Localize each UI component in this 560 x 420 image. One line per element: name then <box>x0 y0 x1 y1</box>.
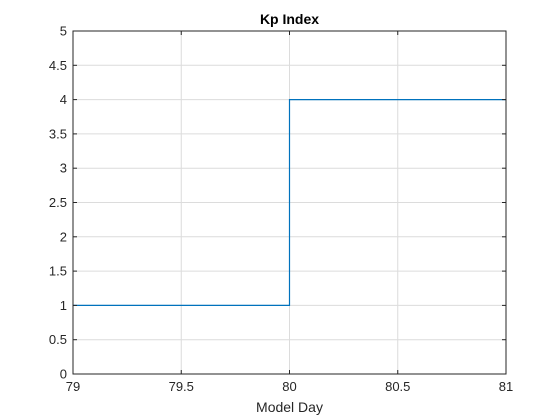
tick-marks <box>72 30 507 375</box>
y-tick-labels: 0 0.5 1 1.5 2 2.5 3 3.5 4 4.5 5 <box>49 24 67 382</box>
x-tick-label: 80 <box>282 379 296 394</box>
kp-series-line <box>73 98 506 306</box>
x-tick-label: 81 <box>499 379 513 394</box>
y-tick-label: 4.5 <box>49 58 67 73</box>
chart-title: Kp Index <box>260 11 319 27</box>
y-tick-label: 1.5 <box>49 264 67 279</box>
y-tick-label: 3 <box>60 161 67 176</box>
y-tick-label: 0.5 <box>49 332 67 347</box>
x-tick-labels: 79 79.5 80 80.5 81 <box>66 379 513 394</box>
y-tick-label: 4 <box>60 92 67 107</box>
x-tick-label: 79.5 <box>169 379 194 394</box>
y-tick-label: 0 <box>60 367 67 382</box>
y-tick-label: 1 <box>60 298 67 313</box>
x-tick-label: 79 <box>66 379 80 394</box>
x-tick-label: 80.5 <box>385 379 410 394</box>
x-axis-label: Model Day <box>256 399 323 415</box>
y-tick-label: 3.5 <box>49 126 67 141</box>
y-tick-label: 2.5 <box>49 195 67 210</box>
y-tick-label: 2 <box>60 229 67 244</box>
series-layer <box>73 98 506 306</box>
y-tick-label: 5 <box>60 24 67 39</box>
